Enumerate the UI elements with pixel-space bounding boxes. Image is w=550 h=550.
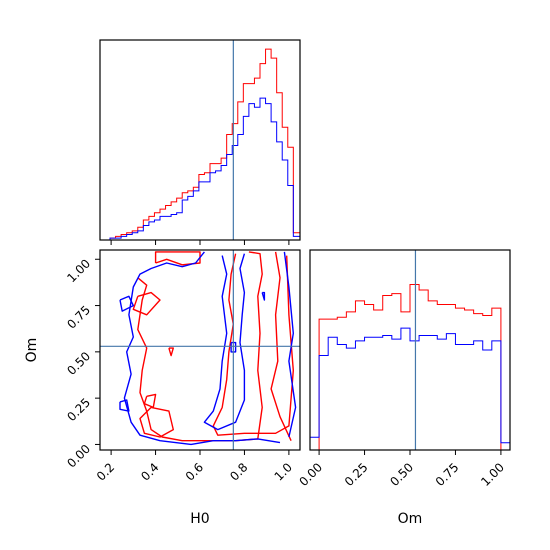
- contour-line: [143, 393, 157, 409]
- contour-line: [283, 251, 297, 438]
- contour-line: [270, 251, 292, 441]
- contour-line: [203, 253, 246, 431]
- contour-line: [261, 291, 266, 301]
- y-axis-label: Om: [24, 338, 40, 363]
- h0-marginal-panel: [99, 39, 301, 245]
- contour-line: [230, 341, 237, 353]
- histogram-series: [104, 48, 301, 241]
- contour-line: [119, 399, 130, 412]
- histogram-series: [309, 327, 511, 450]
- contour-line: [123, 251, 281, 446]
- contour-line: [119, 295, 135, 312]
- contour-line: [212, 253, 294, 436]
- contour-line: [132, 291, 161, 316]
- contour-line: [168, 347, 175, 357]
- x-axis-label: Om: [398, 511, 423, 527]
- histogram-series: [310, 284, 510, 451]
- histogram-series: [104, 97, 301, 241]
- contour-lines: [119, 251, 297, 446]
- contour-line: [137, 251, 263, 442]
- contour-line: [154, 251, 201, 266]
- x-axis-label: H0: [190, 511, 209, 527]
- contour-line: [139, 406, 175, 438]
